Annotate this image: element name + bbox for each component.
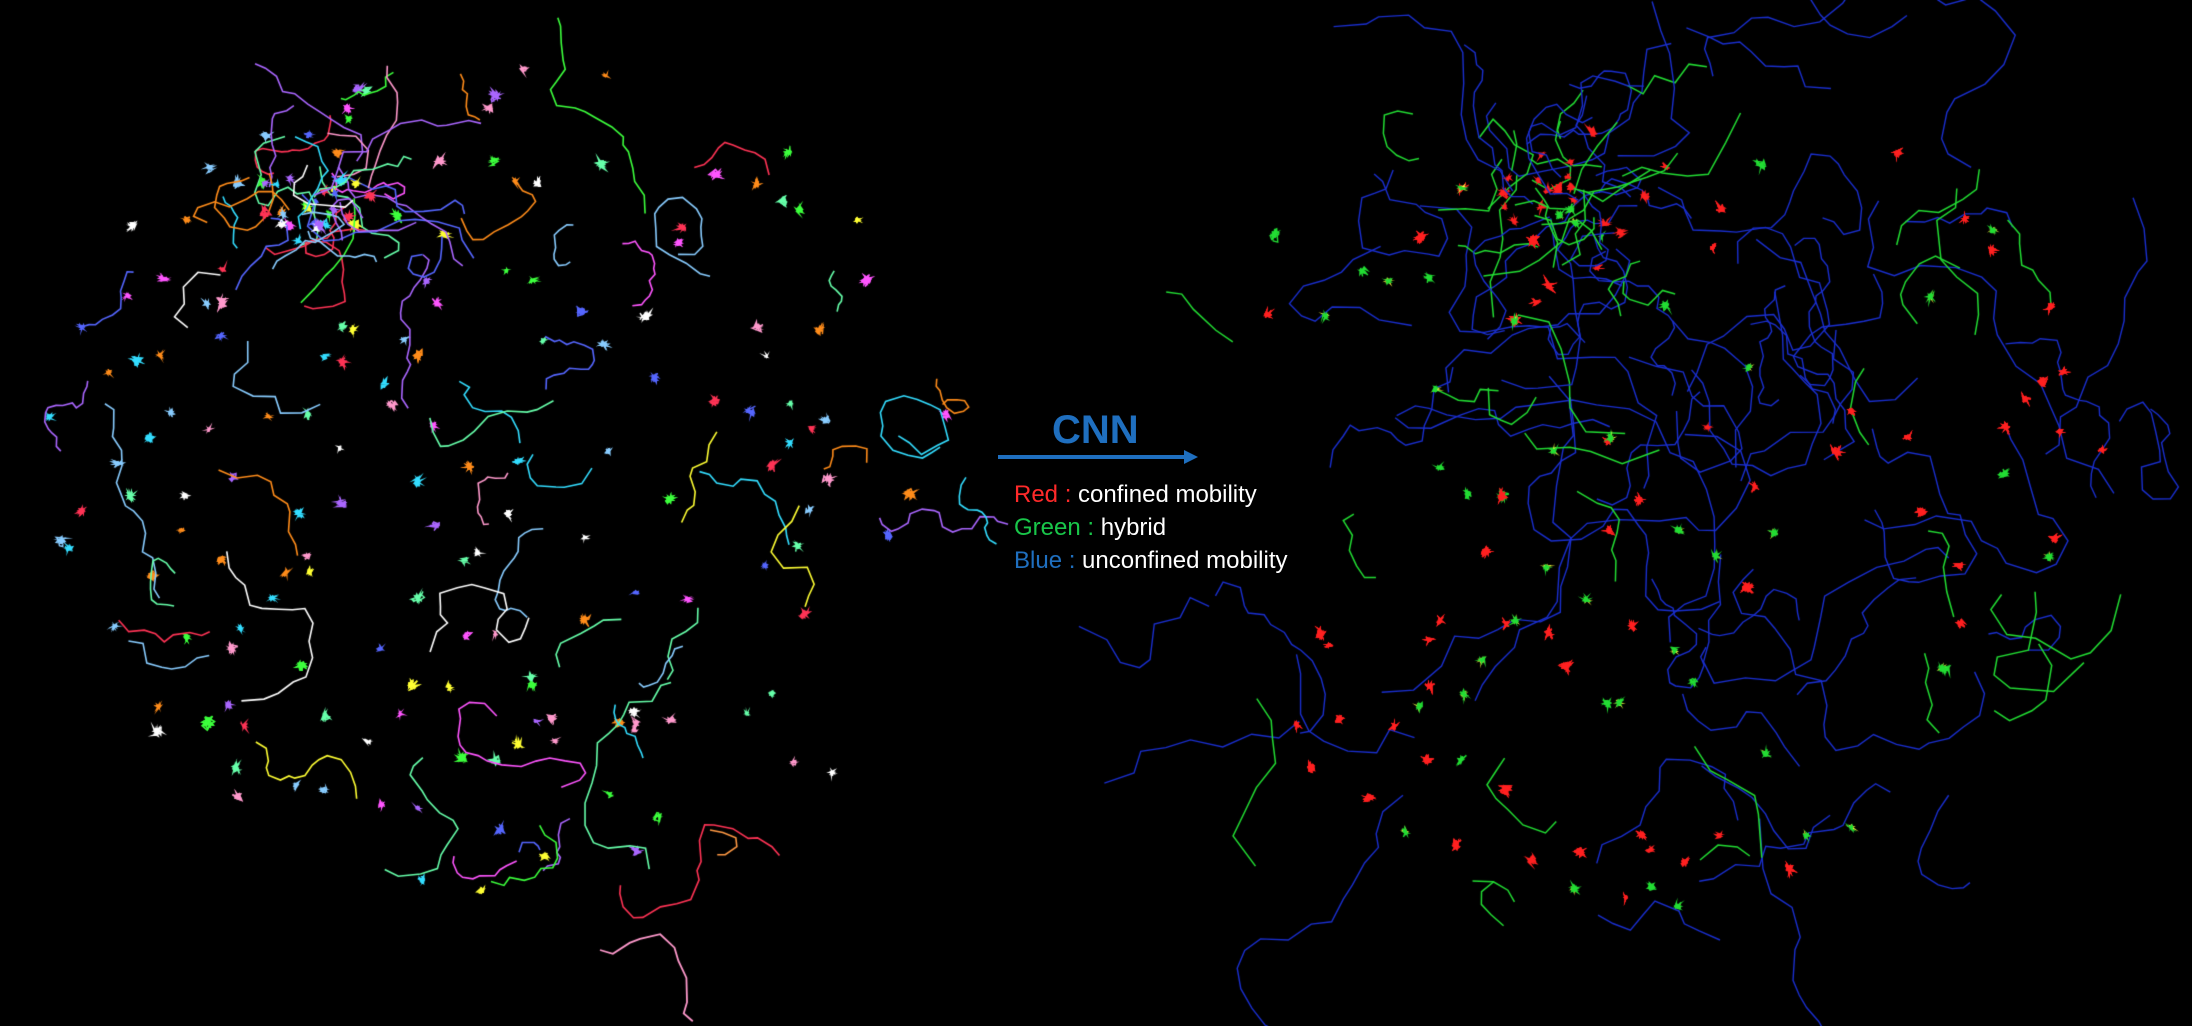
arrow-icon <box>998 450 1198 464</box>
legend-key-red: Red : <box>1014 481 1072 508</box>
legend: Red : confined mobility Green : hybrid B… <box>1014 478 1288 577</box>
legend-desc-unconfined: unconfined mobility <box>1082 547 1288 574</box>
legend-key-blue: Blue : <box>1014 547 1076 574</box>
legend-desc-confined: confined mobility <box>1078 481 1257 508</box>
cnn-label: CNN <box>1052 408 1139 452</box>
legend-item-confined: Red : confined mobility <box>1014 478 1288 511</box>
legend-item-hybrid: Green : hybrid <box>1014 511 1288 544</box>
legend-item-unconfined: Blue : unconfined mobility <box>1014 544 1288 577</box>
legend-desc-hybrid: hybrid <box>1100 514 1167 541</box>
legend-key-green: Green : <box>1014 514 1095 541</box>
